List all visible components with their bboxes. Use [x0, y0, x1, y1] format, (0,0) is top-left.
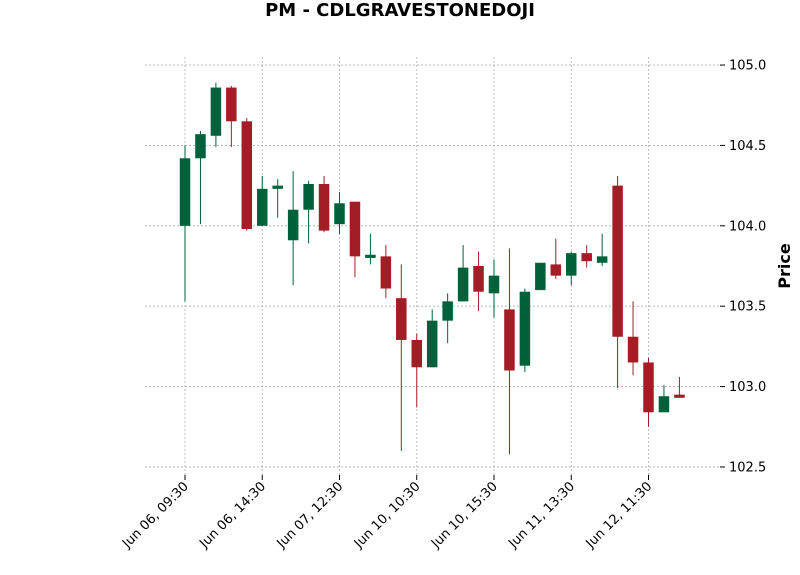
candle-body: [519, 291, 531, 366]
x-tick-label: Jun 07, 12:30: [274, 479, 347, 552]
x-tick-label: Jun 06, 14:30: [196, 479, 269, 552]
candle-body: [658, 396, 670, 413]
y-tick-label: 104.5: [729, 139, 766, 154]
candle-body: [318, 184, 330, 231]
candle-body: [365, 254, 376, 258]
candle-body: [303, 184, 314, 210]
candle-body: [380, 256, 392, 289]
candle-body: [349, 201, 361, 257]
candle-body: [504, 309, 515, 371]
candle-body: [488, 275, 500, 294]
y-tick-label: 103.5: [729, 300, 766, 315]
candle-body: [396, 298, 407, 340]
x-tick-label: Jun 11, 13:30: [505, 479, 578, 552]
candle-body: [627, 336, 639, 363]
candle-body: [612, 185, 623, 337]
y-tick-label: 104.0: [729, 219, 766, 234]
candle-body: [550, 264, 562, 276]
candle-body: [426, 320, 438, 368]
candle-body: [442, 301, 453, 321]
candle-body: [241, 121, 253, 230]
candle-body: [457, 267, 469, 302]
candle-body: [596, 256, 608, 263]
candle-body: [535, 262, 546, 291]
candle-body: [411, 339, 422, 368]
candle-body: [272, 185, 283, 189]
candle-body: [287, 209, 299, 241]
candle-body: [581, 253, 592, 262]
candle-body: [674, 394, 685, 398]
candle-body: [226, 87, 237, 122]
candle-body: [334, 203, 345, 225]
candle-body: [566, 253, 577, 276]
y-tick-label: 102.5: [729, 460, 766, 475]
y-tick-label: 105.0: [729, 59, 766, 74]
y-axis-label: Price: [775, 243, 794, 289]
candle-body: [210, 87, 222, 136]
candle-body: [179, 158, 191, 226]
candle-body: [195, 134, 206, 159]
x-tick-label: Jun 12, 11:30: [583, 479, 656, 552]
candle-body: [643, 362, 654, 413]
chart-title: PM - CDLGRAVESTONEDOJI: [265, 0, 535, 21]
x-tick-label: Jun 10, 10:30: [351, 479, 424, 552]
x-tick-label: Jun 06, 09:30: [119, 479, 192, 552]
candle-body: [257, 188, 268, 226]
x-tick-label: Jun 10, 15:30: [428, 479, 501, 552]
y-tick-label: 103.0: [729, 380, 766, 395]
candle-body: [473, 266, 484, 292]
